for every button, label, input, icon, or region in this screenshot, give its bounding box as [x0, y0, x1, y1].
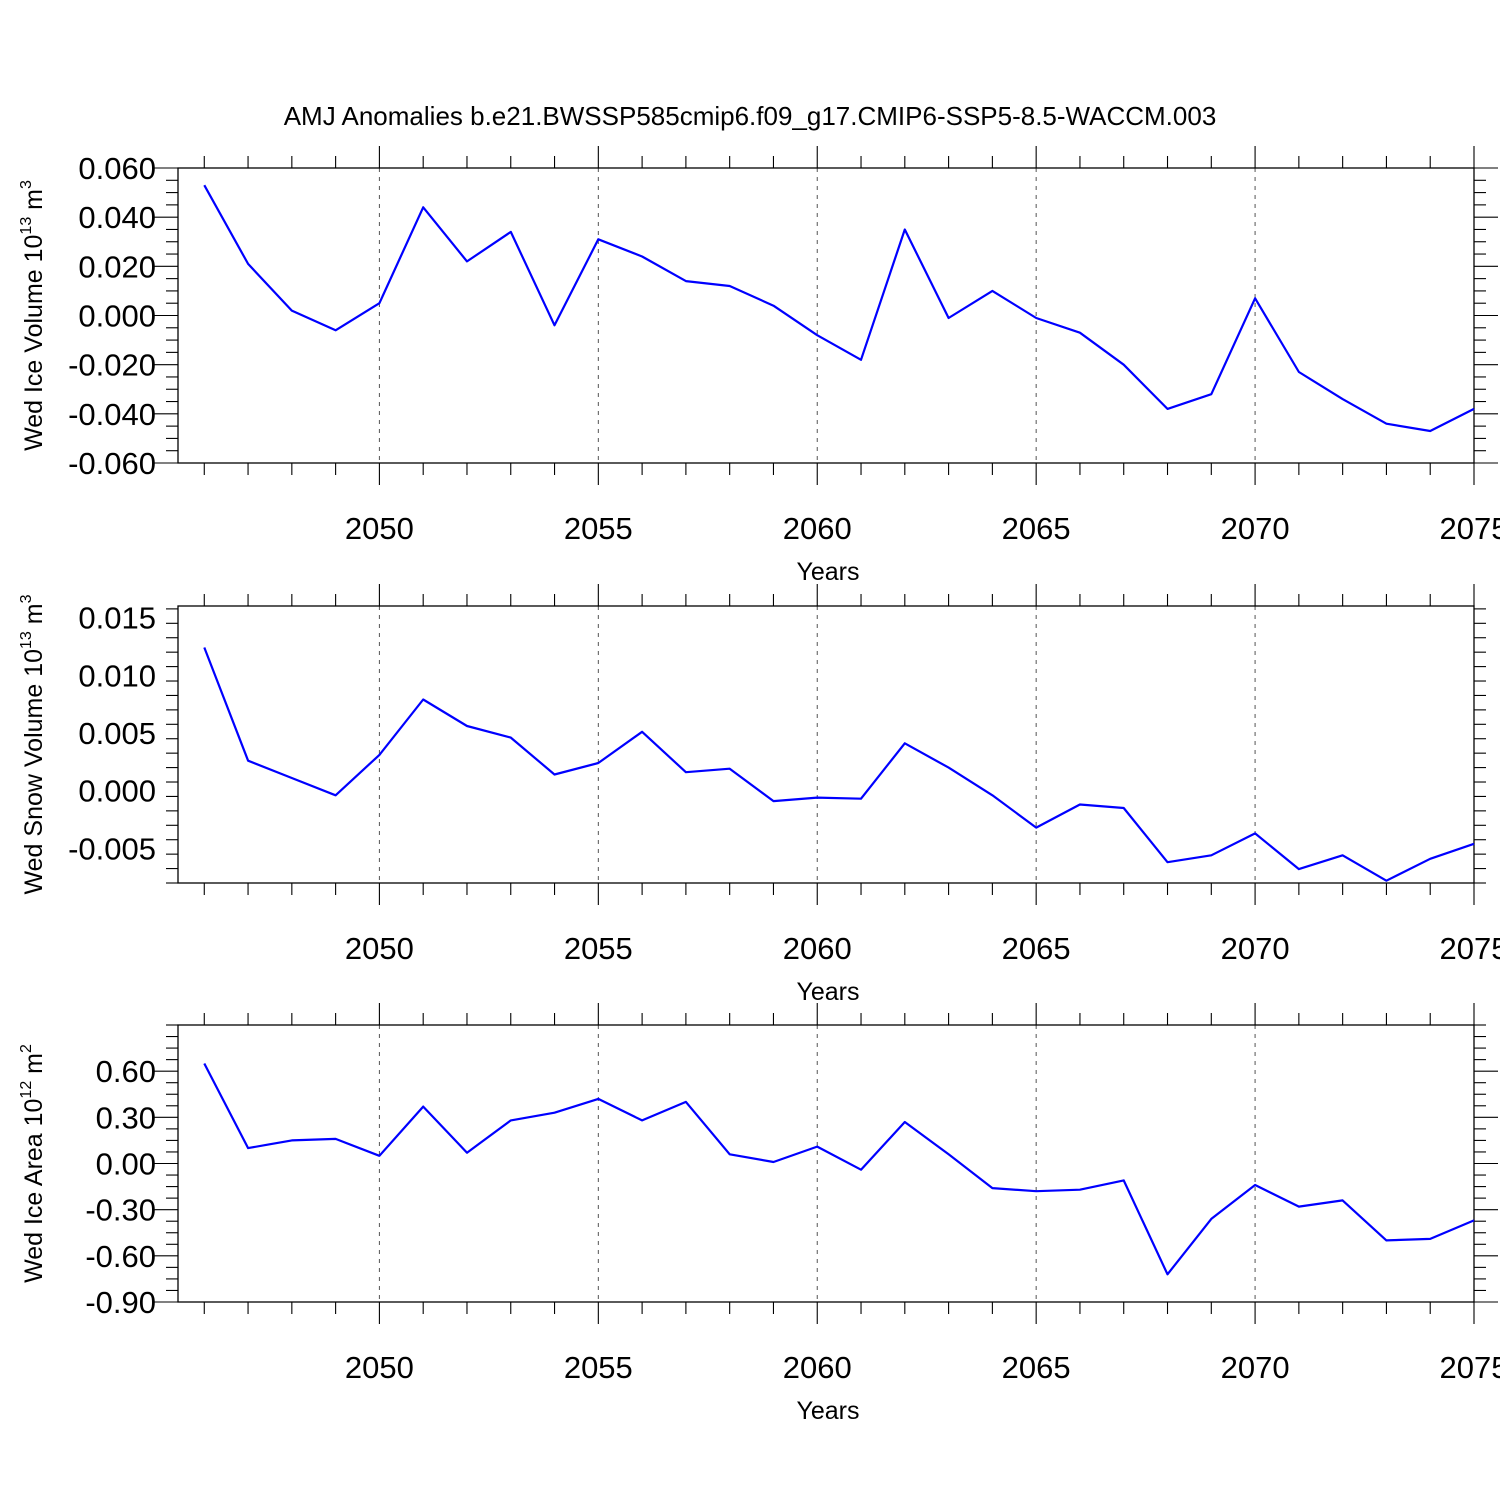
- y-axis-label-part: m: [20, 603, 48, 631]
- y-tick-label: 0.020: [78, 249, 156, 284]
- panels-container: 0.0600.0400.0200.000-0.020-0.040-0.06020…: [18, 146, 1500, 1425]
- x-tick-label: 2065: [1002, 511, 1071, 546]
- y-tick-label: 0.040: [78, 200, 156, 235]
- y-tick-label: -0.060: [68, 446, 156, 481]
- y-tick-label: 0.005: [78, 716, 156, 751]
- x-tick-label: 2060: [783, 1350, 852, 1385]
- y-tick-label: 0.60: [96, 1054, 156, 1089]
- x-tick-label: 2050: [345, 511, 414, 546]
- y-tick-label: -0.005: [68, 831, 156, 866]
- panel-1: 0.060 0.040 0.020 0.000 -0.020 -0.040 -0.060 20…: [18, 146, 1500, 586]
- x-tick-label: 2075: [1440, 931, 1500, 966]
- y-axis-label-superscript: 3: [18, 594, 35, 603]
- y-tick-label: -0.90: [85, 1285, 156, 1320]
- y-axis-label: Wed Ice Volume 1013 m3: [18, 180, 48, 451]
- series-line: [203, 184, 1475, 433]
- y-axis-label-superscript: 3: [18, 180, 35, 189]
- series-line: [203, 647, 1475, 882]
- x-tick-label: 2070: [1221, 1350, 1290, 1385]
- y-axis-label: Wed Ice Area 1012 m2: [18, 1044, 48, 1283]
- x-tick-label: 2055: [564, 1350, 633, 1385]
- x-axis-label: Years: [796, 1397, 859, 1425]
- y-tick-label: 0.30: [96, 1100, 156, 1135]
- x-tick-label: 2055: [564, 931, 633, 966]
- series-line: [203, 1062, 1475, 1276]
- x-tick-label: 2075: [1440, 511, 1500, 546]
- panel-2: 0.015 0.010 0.005 0.000 -0.005 2050 2055 2060 20…: [18, 584, 1500, 1006]
- y-tick-label: 0.015: [78, 601, 156, 636]
- y-tick-label: 0.000: [78, 774, 156, 809]
- figure-title: AMJ Anomalies b.e21.BWSSP585cmip6.f09_g1…: [284, 101, 1217, 131]
- y-axis-label-part: Wed Ice Area 10: [20, 1099, 48, 1283]
- x-tick-label: 2055: [564, 511, 633, 546]
- y-tick-label: 0.010: [78, 658, 156, 693]
- y-axis-label-superscript: 13: [18, 217, 35, 235]
- y-axis-label-superscript: 13: [18, 631, 35, 649]
- y-axis-label-superscript: 12: [18, 1081, 35, 1099]
- x-axis-label: Years: [796, 558, 859, 586]
- x-tick-label: 2060: [783, 511, 852, 546]
- x-tick-label: 2065: [1002, 931, 1071, 966]
- plot-frame: [177, 167, 1475, 464]
- x-tick-label: 2075: [1440, 1350, 1500, 1385]
- panel-3: 0.60 0.30 0.00 -0.30 -0.60 -0.90 2050 2055 2060 2…: [18, 1003, 1500, 1425]
- x-tick-label: 2050: [345, 931, 414, 966]
- y-tick-label: -0.60: [85, 1239, 156, 1274]
- x-tick-label: 2070: [1221, 511, 1290, 546]
- y-axis-label-part: m: [20, 189, 48, 217]
- y-tick-label: 0.000: [78, 299, 156, 334]
- x-tick-label: 2065: [1002, 1350, 1071, 1385]
- y-tick-label: 0.060: [78, 151, 156, 186]
- y-axis-label-part: m: [20, 1053, 48, 1081]
- x-axis-label: Years: [796, 978, 859, 1006]
- plot-frame: [177, 1024, 1475, 1303]
- y-axis-label: Wed Snow Volume 1013 m3: [18, 594, 48, 894]
- y-axis-label-part: Wed Snow Volume 10: [20, 649, 48, 895]
- x-tick-label: 2050: [345, 1350, 414, 1385]
- y-tick-label: -0.30: [85, 1193, 156, 1228]
- y-tick-label: -0.020: [68, 348, 156, 383]
- x-tick-label: 2060: [783, 931, 852, 966]
- y-axis-label-superscript: 2: [18, 1044, 35, 1053]
- y-axis-label-part: Wed Ice Volume 10: [20, 235, 48, 451]
- y-tick-label: -0.040: [68, 397, 156, 432]
- plot-frame: [177, 605, 1475, 884]
- x-tick-label: 2070: [1221, 931, 1290, 966]
- y-tick-label: 0.00: [96, 1147, 156, 1182]
